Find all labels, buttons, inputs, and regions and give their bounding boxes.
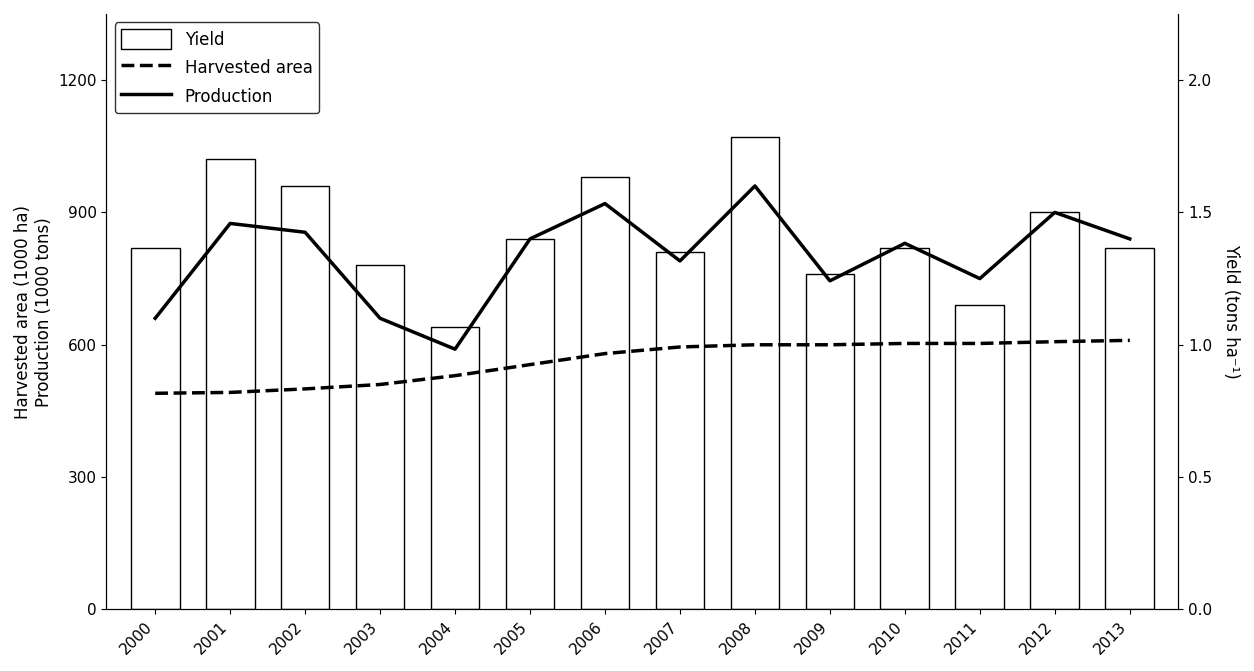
Bar [206,160,255,609]
Bar [505,239,554,609]
Bar [281,186,330,609]
Bar [1105,248,1154,609]
Bar [956,305,1004,609]
Bar [430,327,479,609]
Bar [130,248,179,609]
Bar [1031,213,1080,609]
Bar [356,265,405,609]
Legend: Yield, Harvested area, Production: Yield, Harvested area, Production [115,22,320,113]
Y-axis label: Yield (tons ha⁻¹): Yield (tons ha⁻¹) [1223,244,1240,379]
Bar [581,177,630,609]
Bar [656,252,705,609]
Bar [731,138,779,609]
Y-axis label: Harvested area (1000 ha)
Production (1000 tons): Harvested area (1000 ha) Production (100… [14,205,53,419]
Bar [805,274,854,609]
Bar [880,248,929,609]
